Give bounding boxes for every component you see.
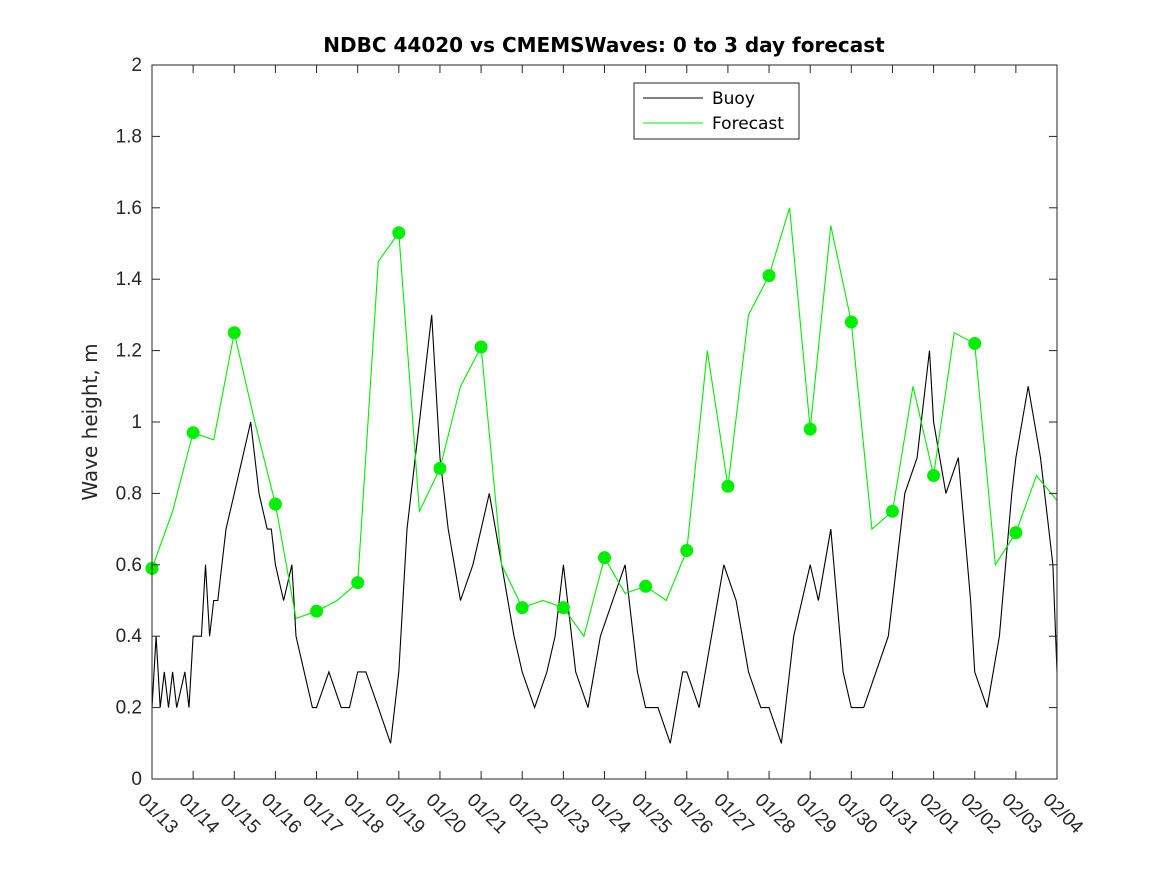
x-tick-label: 01/16 xyxy=(257,790,305,838)
forecast-start-marker xyxy=(392,226,406,240)
x-tick-label: 01/27 xyxy=(709,790,757,838)
x-tick-label: 01/24 xyxy=(586,790,635,839)
forecast-start-marker xyxy=(598,551,611,565)
y-axis-label: Wave height, m xyxy=(78,343,102,500)
forecast-start-marker xyxy=(885,504,899,518)
x-tick-label: 01/29 xyxy=(792,790,840,838)
y-tick-label: 0.8 xyxy=(116,483,142,504)
x-tick-label: 02/02 xyxy=(956,790,1004,838)
y-tick-label: 1.6 xyxy=(116,198,142,219)
forecast-start-marker xyxy=(515,601,529,615)
x-tick-label: 01/28 xyxy=(751,790,799,838)
buoy-series-line xyxy=(151,314,1058,744)
forecast-start-marker xyxy=(721,479,735,493)
forecast-start-marker xyxy=(968,336,982,350)
forecast-start-marker xyxy=(844,315,858,329)
forecast-start-marker xyxy=(433,461,447,475)
forecast-start-marker xyxy=(351,576,365,590)
y-tick-label: 1.4 xyxy=(116,269,143,290)
y-tick-label: 0.2 xyxy=(116,698,142,719)
forecast-start-marker xyxy=(186,426,200,440)
y-tick-label: 1 xyxy=(131,412,142,433)
x-tick-label: 01/19 xyxy=(380,790,428,838)
x-tick-label: 01/23 xyxy=(545,790,593,838)
x-tick-label: 01/26 xyxy=(668,790,716,838)
x-tick-label: 01/20 xyxy=(421,790,469,838)
legend-forecast-label: Forecast xyxy=(712,114,784,134)
x-tick-label: 01/17 xyxy=(298,790,346,838)
forecast-series-line xyxy=(151,207,1058,638)
forecast-start-marker xyxy=(474,340,488,354)
legend-box xyxy=(633,82,800,140)
forecast-start-marker xyxy=(927,469,941,483)
x-tick-label: 02/04 xyxy=(1038,790,1087,839)
forecast-start-marker xyxy=(268,497,282,511)
x-tick-label: 01/15 xyxy=(216,790,264,838)
y-tick-label: 0 xyxy=(131,769,142,790)
x-tick-label: 01/14 xyxy=(175,790,224,839)
x-tick-label: 01/22 xyxy=(504,790,552,838)
forecast-start-marker xyxy=(556,601,570,615)
forecast-start-marker xyxy=(310,604,324,618)
forecast-start-marker xyxy=(227,326,241,340)
x-tick-label: 01/30 xyxy=(833,790,881,838)
y-tick-label: 1.8 xyxy=(116,126,142,147)
y-tick-label: 0.4 xyxy=(116,626,143,647)
legend-buoy-label: Buoy xyxy=(712,89,755,109)
forecast-start-marker xyxy=(762,269,776,283)
legend: Buoy Forecast xyxy=(633,82,800,140)
forecast-start-marker xyxy=(639,579,653,593)
y-tick-label: 2 xyxy=(131,55,142,76)
y-tick-label: 0.6 xyxy=(116,555,142,576)
x-tick-label: 01/31 xyxy=(874,790,922,838)
forecast-start-marker xyxy=(680,544,694,558)
y-tick-label: 1.2 xyxy=(116,341,142,362)
forecast-start-marker xyxy=(1009,526,1023,540)
x-tick-label: 02/01 xyxy=(915,790,963,838)
chart-title: NDBC 44020 vs CMEMSWaves: 0 to 3 day for… xyxy=(323,33,885,57)
x-tick-label: 01/13 xyxy=(133,790,181,838)
x-tick-label: 01/21 xyxy=(463,790,511,838)
plot-area xyxy=(145,207,1058,744)
x-tick-label: 02/03 xyxy=(997,790,1045,838)
x-tick-label: 01/25 xyxy=(627,790,675,838)
forecast-start-marker xyxy=(803,422,817,436)
x-tick-label: 01/18 xyxy=(339,790,387,838)
